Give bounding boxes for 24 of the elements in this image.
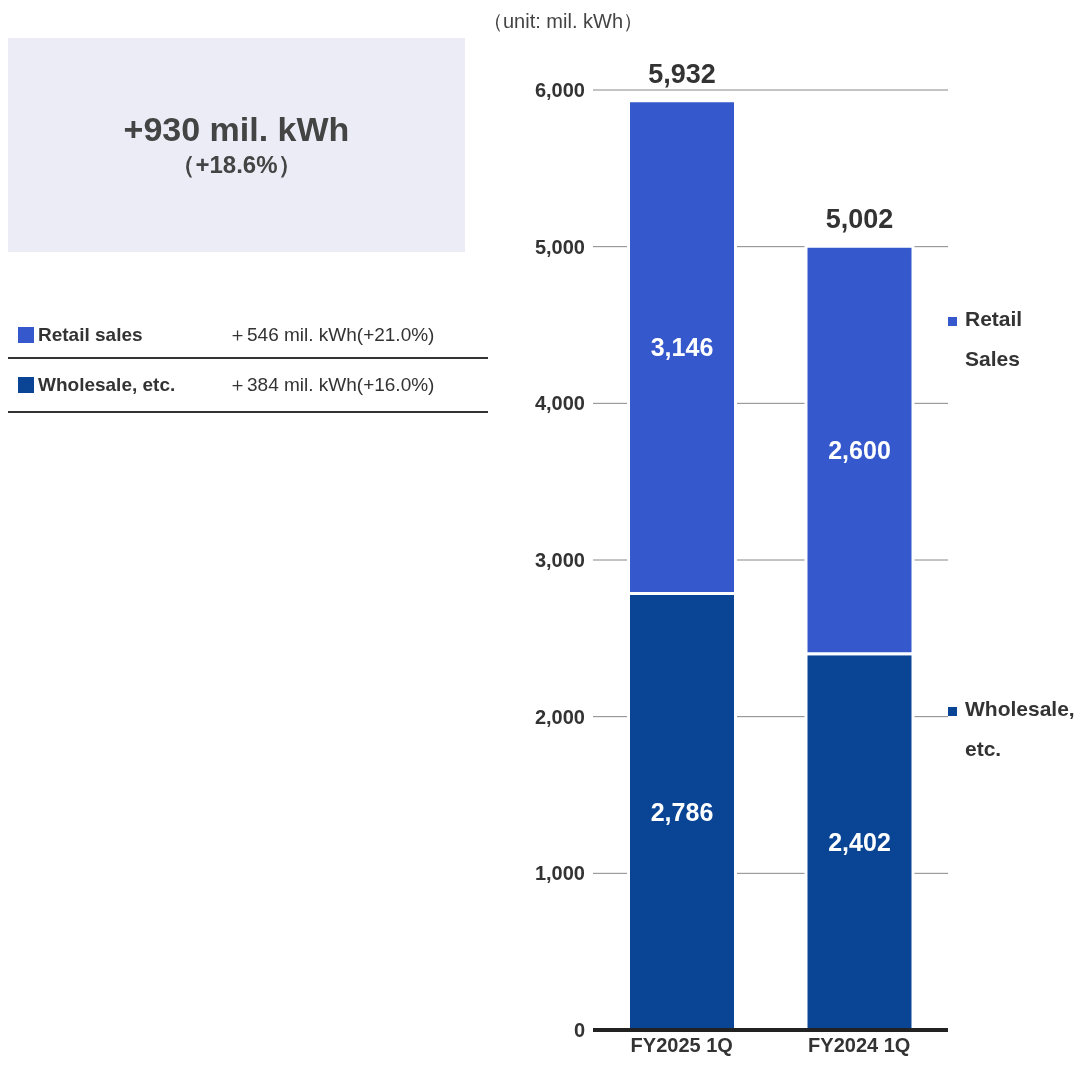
text: Wholesale, etc. [37,374,177,396]
legend-label: Retail Sales [965,306,1024,372]
data-label: 2,786 [650,797,714,826]
y-tick-label: 1,000 [534,862,585,885]
data-label: 2,600 [828,436,891,465]
y-tick-label: 4,000 [534,392,585,415]
y-tick-label: 0 [573,1019,585,1042]
x-tick-label: FY2024 1Q [808,1034,911,1057]
y-axis-title: （unit: mil. kWh） [483,9,644,34]
y-tick-label: 3,000 [534,549,585,572]
data-label: 2,402 [828,827,891,856]
text: Retail sales [37,324,144,346]
total-label: 5,932 [648,58,716,89]
text: （+18.6%） [171,149,302,180]
legend-label: Wholesale, etc. [965,696,1076,762]
x-tick-label: FY2025 1Q [630,1034,733,1057]
text: +930 mil. kWh [123,109,350,149]
text: ＋546 mil. kWh(+21.0%) [228,323,435,347]
text: ＋384 mil. kWh(+16.0%) [228,373,435,397]
data-label: 3,146 [650,333,714,362]
y-tick-label: 5,000 [534,235,585,258]
y-tick-label: 6,000 [534,79,585,102]
total-label: 5,002 [825,204,894,235]
y-tick-label: 2,000 [534,705,585,728]
